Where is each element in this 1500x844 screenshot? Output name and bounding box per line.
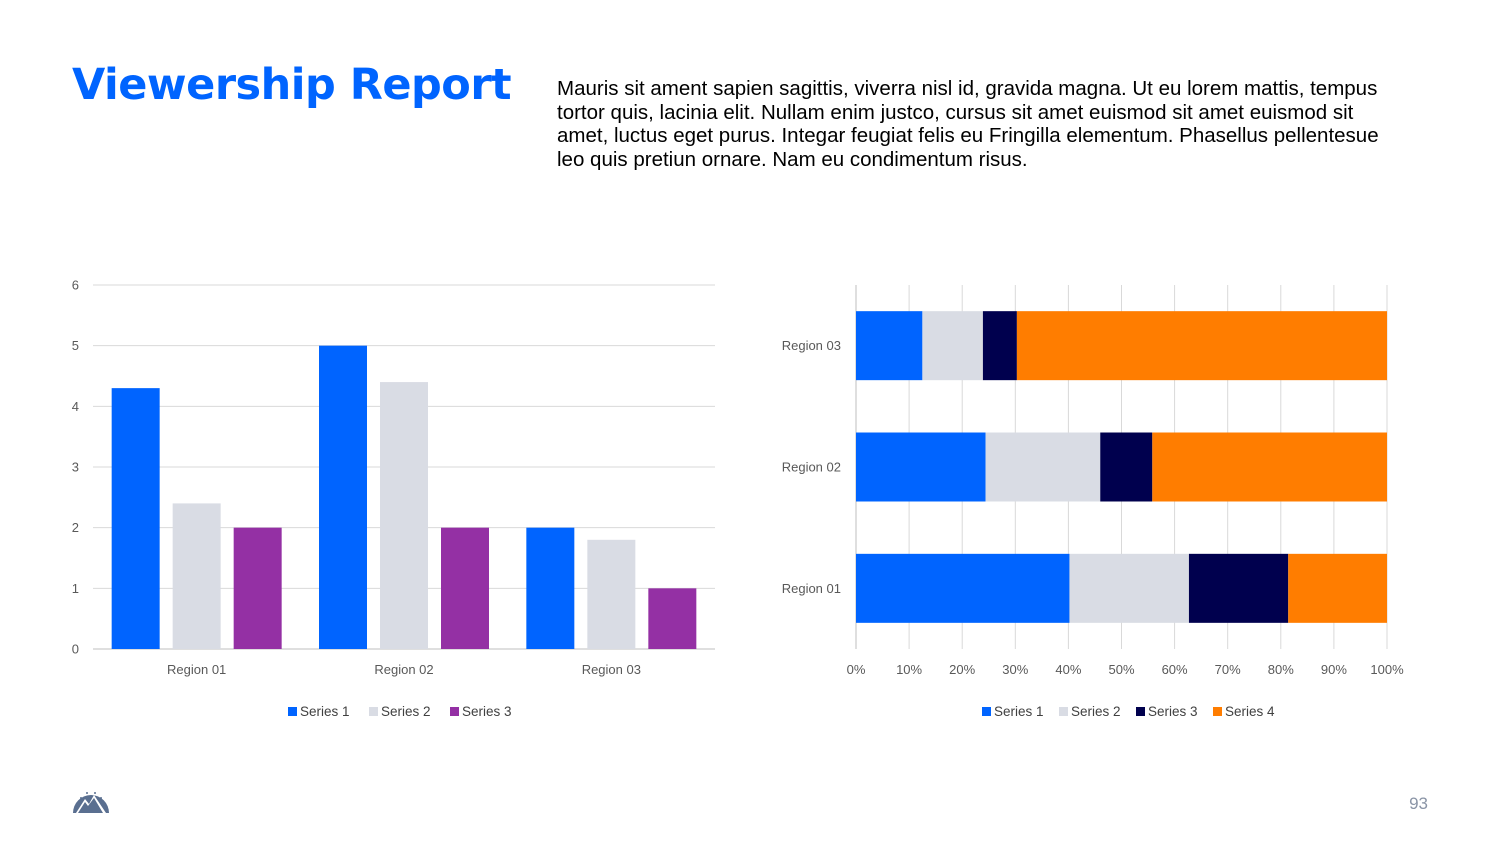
x-tick-label: 90% xyxy=(1321,662,1347,677)
mountain-stars-logo xyxy=(73,792,109,813)
y-tick-label: 2 xyxy=(72,520,79,535)
legend-label-series-3: Series 3 xyxy=(1148,704,1198,719)
bar-series-1-region-03 xyxy=(526,527,575,649)
legend-swatch-series-3 xyxy=(450,707,459,716)
bar-series-4-region-03 xyxy=(1016,311,1387,381)
bar-series-3-region-03 xyxy=(982,311,1017,381)
legend-swatch-series-2 xyxy=(369,707,378,716)
bar-series-4-region-02 xyxy=(1152,432,1387,502)
bar-series-2-region-03 xyxy=(922,311,983,381)
x-tick-label: 0% xyxy=(847,662,866,677)
bar-series-1-region-02 xyxy=(856,432,986,502)
x-tick-label: 40% xyxy=(1055,662,1081,677)
legend-swatch-series-3 xyxy=(1136,707,1145,716)
legend-label-series-2: Series 2 xyxy=(1071,704,1121,719)
bar-series-1-region-02 xyxy=(319,345,367,649)
legend-swatch-series-1 xyxy=(288,707,297,716)
bar-series-3-region-02 xyxy=(441,527,489,649)
legend-swatch-series-1 xyxy=(982,707,991,716)
page-number: 93 xyxy=(1409,794,1428,813)
legend-label-series-2: Series 2 xyxy=(381,704,431,719)
y-tick-label: Region 02 xyxy=(782,460,841,475)
bar-series-2-region-02 xyxy=(380,382,428,649)
page-title: Viewership Report xyxy=(72,60,512,110)
y-tick-label: 5 xyxy=(72,338,79,353)
x-tick-label: 70% xyxy=(1215,662,1241,677)
y-tick-label: 6 xyxy=(72,278,79,293)
x-tick-label: Region 02 xyxy=(374,662,433,677)
x-tick-label: 10% xyxy=(896,662,922,677)
bar-series-2-region-01 xyxy=(172,503,221,649)
bar-series-3-region-01 xyxy=(233,527,282,649)
x-tick-label: 60% xyxy=(1162,662,1188,677)
x-tick-label: Region 03 xyxy=(582,662,641,677)
x-tick-label: Region 01 xyxy=(167,662,226,677)
bar-series-1-region-03 xyxy=(856,311,923,381)
bar-series-3-region-03 xyxy=(648,588,697,649)
bar-series-2-region-02 xyxy=(985,432,1101,502)
x-tick-label: 100% xyxy=(1370,662,1404,677)
x-tick-label: 80% xyxy=(1268,662,1294,677)
y-tick-label: 4 xyxy=(72,399,79,414)
x-tick-label: 50% xyxy=(1108,662,1134,677)
y-tick-label: 1 xyxy=(72,581,79,596)
y-tick-label: Region 01 xyxy=(782,581,841,596)
bar-series-1-region-01 xyxy=(111,388,160,649)
clustered-bar-chart: 0 1 2 3 4 5 6 Region 01 Region 02 Region 03 Series… xyxy=(72,278,715,719)
legend-swatch-series-2 xyxy=(1059,707,1068,716)
bar-series-2-region-01 xyxy=(1069,553,1189,623)
legend-label-series-1: Series 1 xyxy=(300,704,350,719)
stacked-percent-bar-chart: 0% 10% 20% 30% 40% 50% 60% 70% 80% 90% 100% Region … xyxy=(782,285,1404,719)
legend-swatch-series-4 xyxy=(1213,707,1222,716)
y-tick-label: 0 xyxy=(72,642,79,657)
description-text: Mauris sit ament sapien sagittis, viverr… xyxy=(557,77,1379,171)
bar-series-2-region-03 xyxy=(587,539,636,649)
legend-label-series-3: Series 3 xyxy=(462,704,512,719)
y-tick-label: Region 03 xyxy=(782,338,841,353)
bar-series-3-region-02 xyxy=(1100,432,1153,502)
bar-series-1-region-01 xyxy=(856,553,1070,623)
bar-series-3-region-01 xyxy=(1188,553,1289,623)
y-tick-label: 3 xyxy=(72,460,79,475)
legend-label-series-1: Series 1 xyxy=(994,704,1044,719)
bar-series-4-region-01 xyxy=(1288,553,1387,623)
x-tick-label: 30% xyxy=(1002,662,1028,677)
legend-label-series-4: Series 4 xyxy=(1225,704,1275,719)
x-tick-label: 20% xyxy=(949,662,975,677)
